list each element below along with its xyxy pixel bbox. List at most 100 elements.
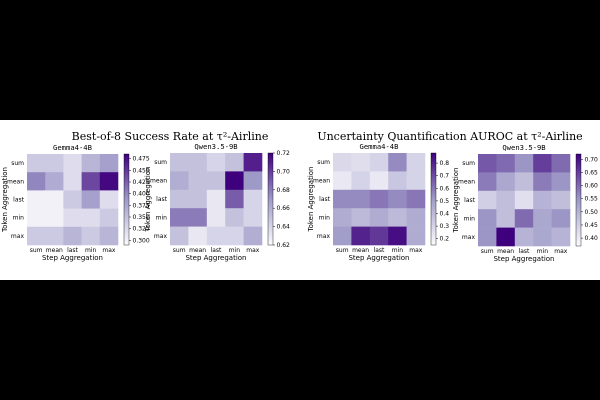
- y-tick-label: max: [154, 233, 168, 240]
- x-tick-label: sum: [30, 247, 43, 254]
- heatmap-cell: [496, 190, 516, 210]
- colorbar: [430, 152, 437, 246]
- x-tick-label: max: [554, 248, 568, 255]
- left-figure-title: Best-of-8 Success Rate at τ²-Airline: [72, 130, 269, 143]
- x-axis-label: Step Aggregation: [185, 254, 246, 262]
- heatmap-cell: [206, 208, 226, 227]
- heatmap-cell: [369, 171, 389, 191]
- heatmap-cell: [533, 172, 552, 192]
- heatmap-cell: [206, 153, 226, 172]
- colorbar-tick-label: 0.6: [440, 185, 450, 192]
- heatmap-cell: [99, 226, 119, 246]
- y-tick-label: last: [13, 197, 24, 204]
- heatmap-cell: [45, 172, 64, 191]
- heatmap-cell: [478, 227, 497, 247]
- heatmap-cell: [551, 227, 571, 247]
- heatmap-cell: [478, 172, 497, 192]
- heatmap-cell: [551, 172, 571, 192]
- heatmap-cell: [243, 153, 263, 172]
- right-figure-title: Uncertainty Quantification AUROC at τ²-A…: [317, 130, 582, 143]
- heatmap-cell: [496, 209, 516, 228]
- heatmap-cell: [406, 226, 426, 246]
- heatmap-cell: [27, 190, 46, 209]
- heatmap-cell: [514, 227, 534, 247]
- heatmap-cell: [406, 208, 426, 227]
- y-tick-label: mean: [458, 179, 475, 186]
- colorbar-tick-label: 0.450: [133, 167, 150, 174]
- heatmap-cell: [388, 208, 407, 227]
- heatmap-cell: [333, 226, 352, 246]
- heatmap-cell: [81, 172, 101, 191]
- heatmap-cell: [225, 153, 244, 172]
- heatmap-cell: [551, 190, 571, 210]
- heatmap-cell: [243, 189, 263, 209]
- figure-panel: Best-of-8 Success Rate at τ²-Airline Unc…: [0, 120, 600, 280]
- y-tick-label: last: [319, 196, 330, 203]
- colorbar-tick-label: 0.425: [133, 179, 150, 186]
- panel-title: Qwen3.5-9B: [194, 142, 237, 151]
- colorbar-tick-label: 0.40: [585, 235, 599, 242]
- heatmap-cell: [351, 226, 371, 246]
- heatmap-cell: [478, 154, 497, 173]
- heatmap-cell: [81, 190, 101, 209]
- x-tick-label: sum: [173, 247, 186, 254]
- y-tick-label: min: [13, 215, 25, 222]
- y-tick-label: max: [462, 234, 476, 241]
- heatmap-cell: [388, 189, 407, 209]
- x-tick-label: min: [85, 247, 97, 254]
- x-tick-label: min: [229, 247, 241, 254]
- colorbar-tick-label: 0.64: [277, 224, 291, 231]
- heatmap-figure: Best-of-8 Success Rate at τ²-Airline Unc…: [1, 130, 598, 263]
- heatmap-cell: [170, 171, 189, 191]
- heatmap-cell: [406, 189, 426, 209]
- heatmap-cell: [514, 172, 534, 192]
- y-tick-label: sum: [11, 160, 24, 167]
- colorbar-tick-label: 0.325: [133, 226, 150, 233]
- heatmap-cell: [63, 190, 82, 209]
- heatmap-cell: [188, 171, 208, 191]
- colorbar-tick-label: 0.50: [585, 209, 599, 216]
- heatmap-cell: [533, 154, 552, 173]
- x-tick-label: mean: [46, 247, 63, 254]
- heatmap-cell: [351, 189, 371, 209]
- heatmap-cell: [81, 208, 101, 228]
- panel-title: Qwen3.5-9B: [502, 143, 545, 152]
- heatmap-cell: [406, 171, 426, 191]
- y-axis-label: Token Aggregation: [144, 167, 152, 233]
- heatmap-cell: [63, 172, 82, 191]
- heatmap-cell: [351, 208, 371, 227]
- heatmap-cell: [551, 154, 571, 173]
- heatmap-cell: [188, 189, 208, 209]
- colorbar-tick-label: 0.2: [440, 236, 450, 243]
- heatmap-cell: [45, 226, 64, 246]
- heatmap-cell: [225, 208, 244, 227]
- heatmap-cell: [81, 154, 101, 173]
- heatmap-cell: [333, 171, 352, 191]
- x-tick-label: max: [246, 247, 260, 254]
- y-tick-label: last: [464, 197, 475, 204]
- heatmap-cell: [243, 226, 263, 246]
- heatmap-cell: [27, 172, 46, 191]
- colorbar: [575, 153, 582, 247]
- heatmap-cell: [27, 208, 46, 228]
- heatmap-cell: [369, 226, 389, 246]
- heatmap-cell: [514, 190, 534, 210]
- heatmap-cell: [514, 154, 534, 173]
- x-tick-label: mean: [189, 247, 206, 254]
- heatmap-cell: [63, 226, 82, 246]
- x-tick-label: last: [374, 247, 385, 254]
- heatmap-cell: [243, 171, 263, 191]
- colorbar-tick-label: 0.70: [585, 156, 599, 163]
- heatmap-cell: [225, 171, 244, 191]
- y-tick-label: mean: [313, 178, 330, 185]
- colorbar-tick-label: 0.7: [440, 173, 450, 180]
- heatmap-cell: [243, 208, 263, 227]
- heatmap-cell: [496, 227, 516, 247]
- heatmap-cell: [99, 172, 119, 191]
- x-tick-label: sum: [481, 248, 494, 255]
- heatmap-cell: [333, 208, 352, 227]
- colorbar-tick-label: 0.350: [133, 214, 150, 221]
